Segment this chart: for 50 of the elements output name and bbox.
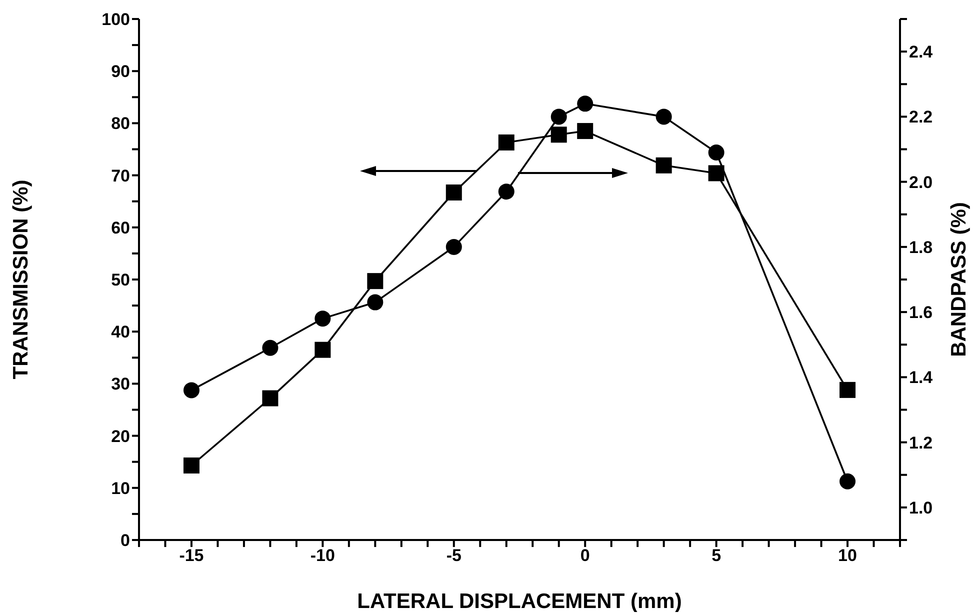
point <box>314 342 331 358</box>
y-tick-label: 50 <box>111 270 130 290</box>
point <box>183 382 200 398</box>
y-axis-title: TRANSMISSION (%) <box>9 180 32 380</box>
x-tick-label: 10 <box>838 546 857 566</box>
point <box>367 273 384 290</box>
y2-tick-label: 1.2 <box>909 433 933 452</box>
x-tick-label: -10 <box>310 546 335 566</box>
y-tick-label: 10 <box>111 478 130 498</box>
y-tick-label: 0 <box>120 531 130 550</box>
point <box>183 457 200 474</box>
point <box>314 310 331 327</box>
y-tick-label: 60 <box>111 218 130 238</box>
point <box>708 165 724 182</box>
x-tick-label: -15 <box>179 546 204 566</box>
y-tick-label: 70 <box>111 166 130 186</box>
point <box>708 144 724 161</box>
point <box>262 390 278 406</box>
y-tick-label: 80 <box>111 114 130 134</box>
x-tick-label: -5 <box>446 546 462 566</box>
x-axis-title: LATERAL DISPLACEMENT (mm) <box>357 590 682 613</box>
x-tick-label: 0 <box>580 546 590 566</box>
y-tick-label: 100 <box>102 10 130 30</box>
y2-tick-label: 2.2 <box>909 108 933 127</box>
point <box>656 157 672 174</box>
y2-tick-label: 1.6 <box>909 303 933 322</box>
y2-axis-title: BANDPASS (%) <box>947 202 970 357</box>
y2-tick-label: 2.4 <box>909 42 934 62</box>
point <box>446 184 462 200</box>
point <box>550 108 567 125</box>
point <box>577 96 594 112</box>
point <box>656 108 672 125</box>
y-tick-label: 90 <box>111 62 130 82</box>
point <box>498 134 514 150</box>
point <box>446 238 462 255</box>
point <box>262 340 278 356</box>
y-tick-label: 40 <box>111 322 130 342</box>
point <box>840 382 856 398</box>
y-tick-label: 30 <box>111 374 130 394</box>
y2-tick-label: 1.4 <box>909 368 934 388</box>
x-tick-label: 5 <box>712 546 722 566</box>
point <box>498 184 514 200</box>
point <box>367 294 384 310</box>
y2-tick-label: 1.0 <box>909 498 933 518</box>
y2-tick-label: 1.8 <box>909 238 933 257</box>
y-tick-label: 20 <box>111 426 130 446</box>
point <box>840 473 856 490</box>
point <box>577 123 594 140</box>
y2-tick-label: 2.0 <box>909 172 933 192</box>
point <box>550 126 567 143</box>
